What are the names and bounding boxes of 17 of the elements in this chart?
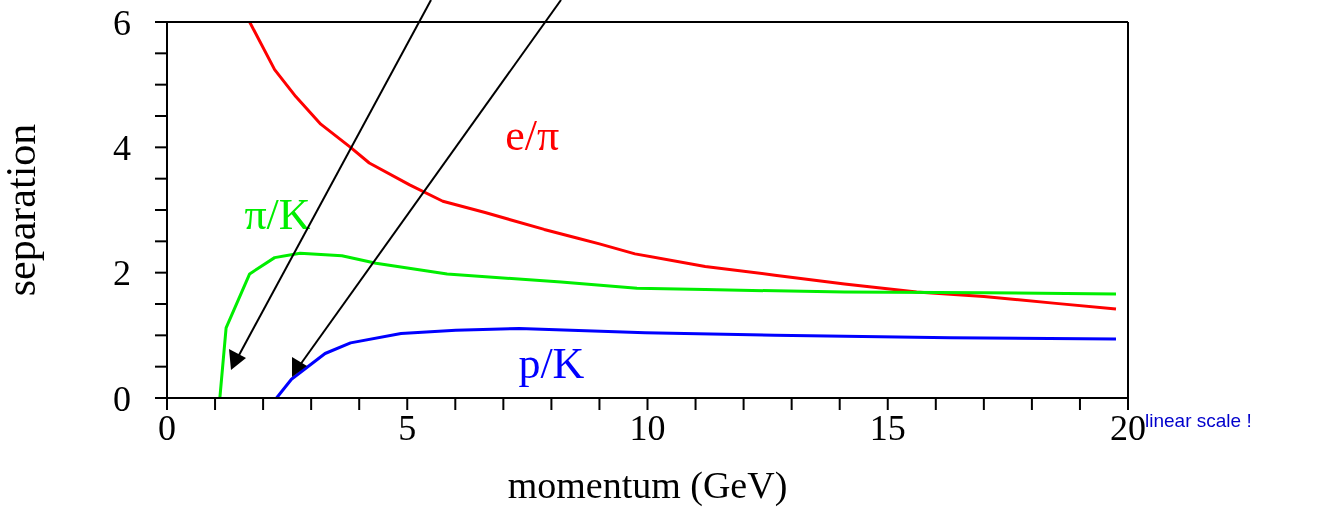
y-tick-label: 6 [113,2,131,43]
x-axis-title: momentum (GeV) [507,464,788,507]
line-series [275,326,1118,398]
y-axis-title: separation [0,123,44,297]
x-tick-label: 20 [1110,407,1146,448]
y-tick-label: 0 [113,378,131,419]
x-tick-label: 10 [629,407,666,448]
series-label: p/K [518,338,585,388]
text: linear scale ! [1145,410,1252,432]
x-tick-label: 15 [869,407,906,448]
series-label: π/K [244,189,311,239]
line-series [218,251,1118,398]
x-tick-label: 5 [398,407,417,448]
y-tick-label: 2 [113,253,131,294]
series-label: e/π [505,111,560,161]
y-tick-label: 4 [113,128,131,169]
x-tick-label: 0 [158,407,176,448]
